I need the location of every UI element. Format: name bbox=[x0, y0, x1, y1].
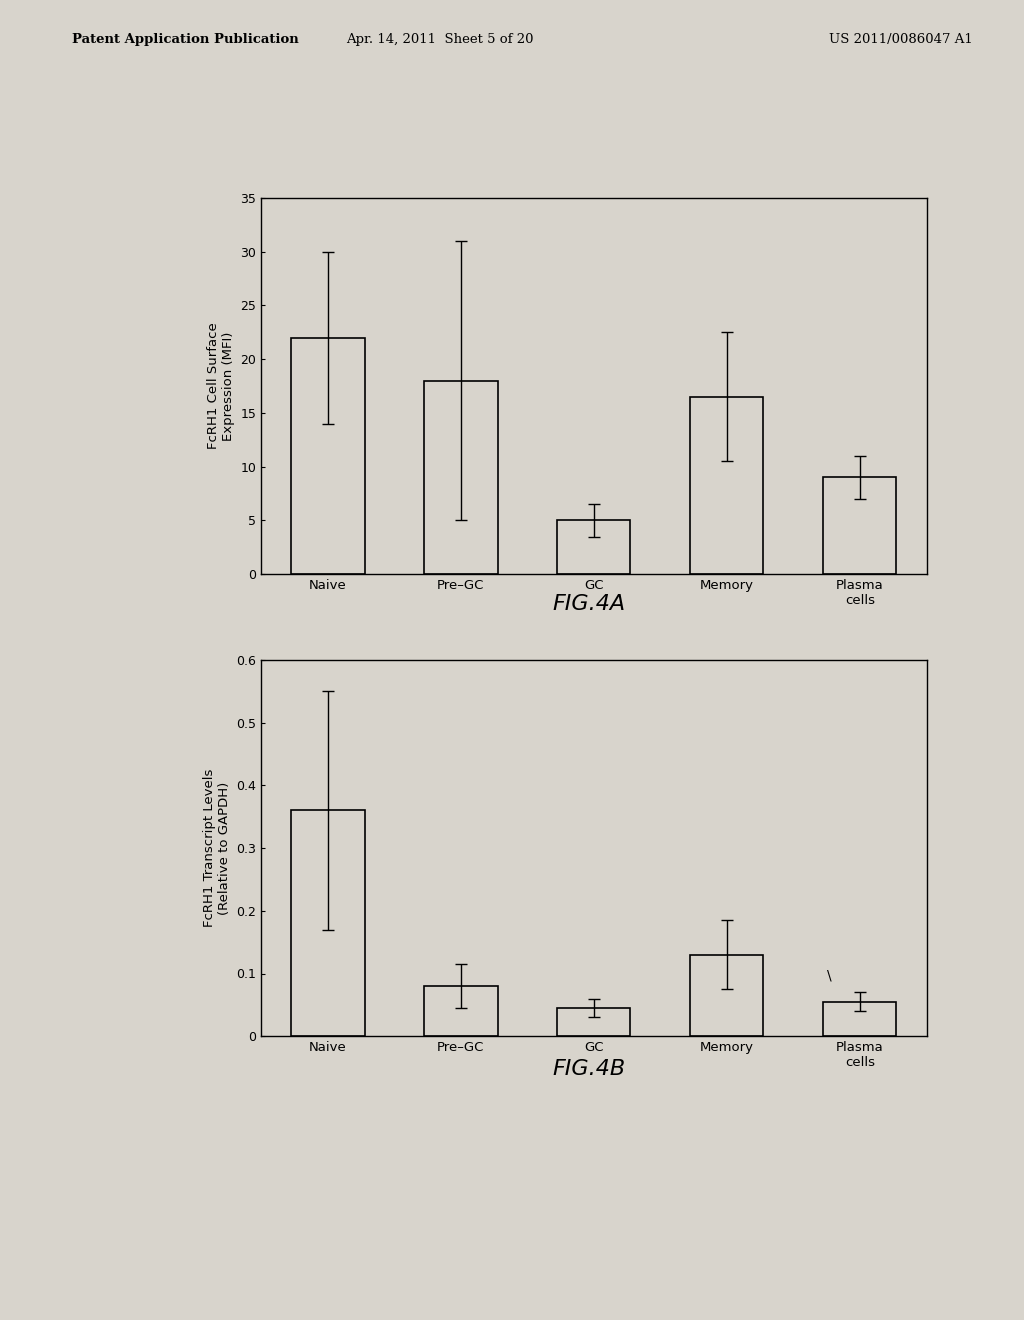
Bar bbox=[292, 338, 365, 574]
Y-axis label: FcRH1 Transcript Levels
(Relative to GAPDH): FcRH1 Transcript Levels (Relative to GAP… bbox=[203, 770, 230, 927]
Bar bbox=[557, 520, 631, 574]
Bar bbox=[424, 986, 498, 1036]
Text: \: \ bbox=[826, 969, 831, 983]
Bar bbox=[690, 397, 764, 574]
Text: FIG.4A: FIG.4A bbox=[552, 594, 626, 614]
Text: US 2011/0086047 A1: US 2011/0086047 A1 bbox=[829, 33, 973, 46]
Bar bbox=[823, 478, 896, 574]
Bar bbox=[424, 380, 498, 574]
Text: FIG.4B: FIG.4B bbox=[552, 1059, 626, 1078]
Y-axis label: FcRH1 Cell Surface
Expression (MFI): FcRH1 Cell Surface Expression (MFI) bbox=[207, 322, 234, 450]
Text: Apr. 14, 2011  Sheet 5 of 20: Apr. 14, 2011 Sheet 5 of 20 bbox=[346, 33, 535, 46]
Bar bbox=[823, 1002, 896, 1036]
Bar bbox=[557, 1008, 631, 1036]
Text: Patent Application Publication: Patent Application Publication bbox=[72, 33, 298, 46]
Bar bbox=[690, 954, 764, 1036]
Bar bbox=[292, 810, 365, 1036]
